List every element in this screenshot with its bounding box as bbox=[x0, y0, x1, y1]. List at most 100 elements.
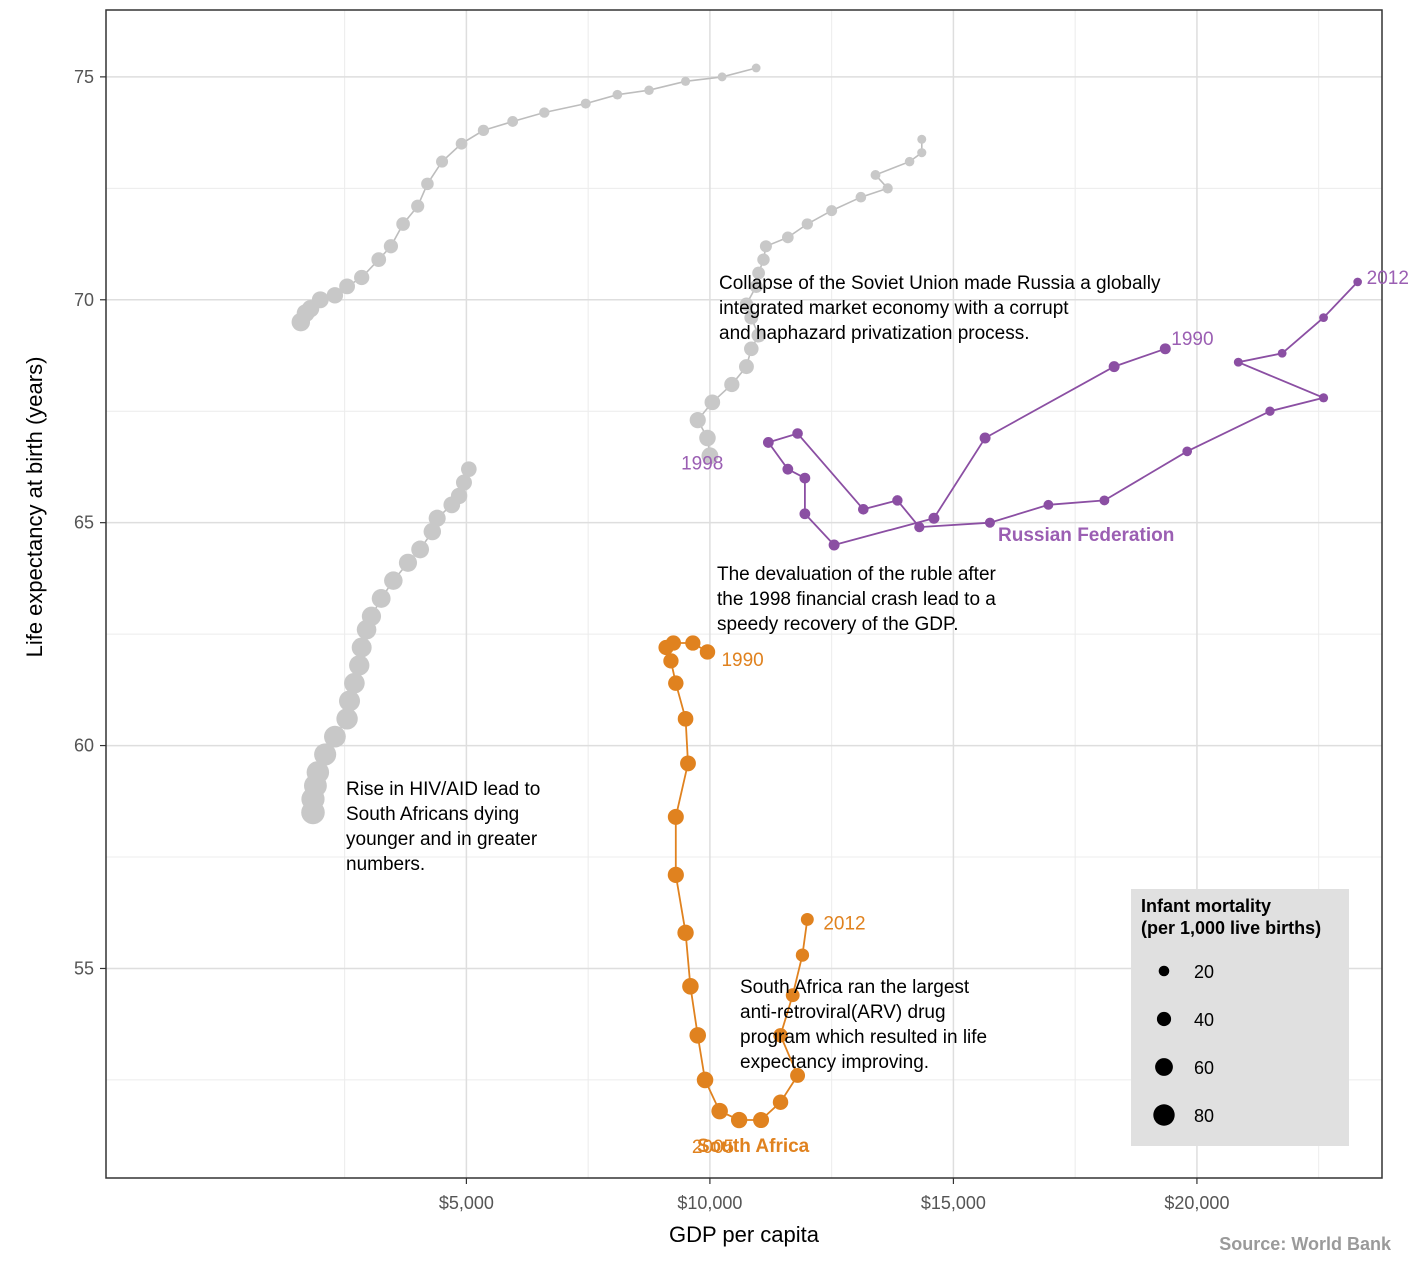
y-axis-title: Life expectancy at birth (years) bbox=[22, 357, 47, 658]
annotation-line: The devaluation of the ruble after bbox=[717, 564, 997, 585]
south-africa-point bbox=[667, 808, 684, 825]
comparison-country-4-point bbox=[461, 461, 477, 477]
year-label: 1998 bbox=[681, 453, 723, 474]
y-tick-label: 65 bbox=[74, 513, 94, 533]
comparison-country-2-point bbox=[411, 199, 425, 213]
comparison-country-3-point bbox=[744, 310, 759, 325]
year-label: 2012 bbox=[823, 913, 865, 934]
comparison-country-3-point bbox=[689, 412, 706, 429]
south-africa-point bbox=[668, 675, 684, 691]
russian-federation-point bbox=[1353, 277, 1362, 287]
year-label: 1990 bbox=[1171, 329, 1213, 350]
annotation-line: and haphazard privatization process. bbox=[719, 323, 1030, 344]
south-africa-label: South Africa bbox=[697, 1136, 810, 1157]
series-layer bbox=[291, 63, 1362, 1129]
annotation-line: the 1998 financial crash lead to a bbox=[717, 589, 996, 610]
legend-key-label: 40 bbox=[1194, 1010, 1214, 1030]
russian-federation-point bbox=[858, 503, 869, 515]
year-label: 1990 bbox=[721, 650, 763, 671]
legend-title-line: Infant mortality bbox=[1141, 896, 1271, 916]
y-axis-ticks: 55 60 65 70 75 bbox=[74, 67, 106, 978]
russian-federation-series bbox=[762, 277, 1362, 551]
annotation-line: expectancy improving. bbox=[740, 1052, 929, 1073]
south-africa-point bbox=[677, 924, 694, 941]
south-africa-point bbox=[696, 1071, 714, 1089]
annotation-line: Collapse of the Soviet Union made Russia… bbox=[719, 273, 1161, 294]
comparison-country-3-point bbox=[757, 253, 770, 266]
comparison-country-2-point bbox=[539, 107, 550, 118]
year-label: 2005 bbox=[692, 1137, 734, 1158]
legend-key-dot bbox=[1156, 1011, 1172, 1027]
russian-federation-point bbox=[914, 522, 925, 533]
x-tick-label: $5,000 bbox=[439, 1193, 494, 1213]
comparison-country-2-point bbox=[396, 217, 410, 231]
russian-federation-point bbox=[828, 539, 840, 551]
south-africa-point bbox=[699, 644, 716, 660]
russian-federation-point bbox=[1277, 348, 1287, 358]
x-tick-label: $10,000 bbox=[677, 1193, 742, 1213]
south-africa-series bbox=[658, 635, 814, 1129]
comparison-country-2-point bbox=[612, 89, 623, 100]
south-africa-point bbox=[680, 755, 696, 772]
comparison-country-4-point bbox=[344, 672, 365, 694]
south-africa-point bbox=[790, 1068, 806, 1083]
size-legend: Infant mortality (per 1,000 live births)… bbox=[1131, 889, 1349, 1146]
south-africa-point bbox=[730, 1111, 748, 1129]
legend-key-label: 60 bbox=[1194, 1058, 1214, 1078]
south-africa-point bbox=[772, 1094, 789, 1110]
legend-title: Infant mortality (per 1,000 live births) bbox=[1141, 896, 1321, 938]
annotation-line: South Africa ran the largest bbox=[740, 977, 970, 998]
panel-border bbox=[105, 9, 1383, 1179]
x-tick-label: $15,000 bbox=[921, 1193, 986, 1213]
russian-federation-point bbox=[1043, 499, 1054, 510]
x-axis-title: GDP per capita bbox=[669, 1222, 820, 1247]
comparison-country-3-point bbox=[724, 376, 740, 393]
russian-federation-point bbox=[979, 432, 991, 444]
south-africa-point bbox=[800, 912, 814, 926]
russia-label: Russian Federation bbox=[998, 525, 1174, 546]
russian-federation-point bbox=[892, 495, 903, 506]
legend-key-dot bbox=[1158, 965, 1170, 977]
comparison-country-2-point bbox=[436, 155, 449, 168]
comparison-country-3-series bbox=[689, 134, 927, 465]
comparison-country-2-point bbox=[751, 63, 761, 73]
comparison-country-2-point bbox=[371, 252, 387, 268]
russian-federation-point bbox=[792, 428, 803, 439]
russian-federation-point bbox=[1265, 406, 1275, 416]
comparison-country-2-point bbox=[477, 124, 490, 137]
comparison-country-4-point bbox=[428, 509, 446, 527]
comparison-country-2-point bbox=[354, 269, 370, 286]
comparison-country-4-point bbox=[336, 708, 358, 730]
comparison-country-2-point bbox=[717, 72, 727, 82]
comparison-country-3-point bbox=[870, 170, 881, 180]
annotation-line: integrated market economy with a corrupt bbox=[719, 298, 1069, 319]
south-africa-point bbox=[663, 653, 679, 669]
south-africa-point bbox=[667, 866, 684, 883]
comparison-country-2-point bbox=[644, 85, 654, 96]
comparison-country-3-point bbox=[751, 328, 766, 343]
russian-federation-point bbox=[1182, 446, 1193, 457]
comparison-country-4-point bbox=[411, 540, 430, 559]
comparison-country-4-point bbox=[361, 606, 382, 626]
comparison-country-3-point bbox=[759, 240, 772, 253]
comparison-country-4-point bbox=[324, 725, 346, 748]
russian-federation-point bbox=[1318, 393, 1329, 403]
south-africa-point bbox=[711, 1102, 728, 1120]
comparison-country-2-point bbox=[339, 278, 355, 295]
comparison-country-2-series bbox=[291, 63, 761, 332]
comparison-country-3-point bbox=[739, 297, 754, 311]
legend-key-dot bbox=[1155, 1058, 1173, 1076]
south-africa-point bbox=[677, 711, 694, 727]
comparison-country-4-point bbox=[351, 637, 372, 658]
comparison-country-3-point bbox=[801, 218, 813, 230]
comparison-country-3-point bbox=[744, 341, 759, 357]
south-africa-point bbox=[685, 635, 701, 651]
y-tick-label: 60 bbox=[74, 736, 94, 756]
minor-gridlines bbox=[106, 10, 1382, 1178]
comparison-country-4-point bbox=[349, 655, 370, 676]
comparison-country-4-point bbox=[423, 522, 442, 541]
comparison-country-3-point bbox=[701, 447, 719, 465]
y-tick-label: 75 bbox=[74, 67, 94, 87]
comparison-country-4-point bbox=[384, 571, 403, 590]
